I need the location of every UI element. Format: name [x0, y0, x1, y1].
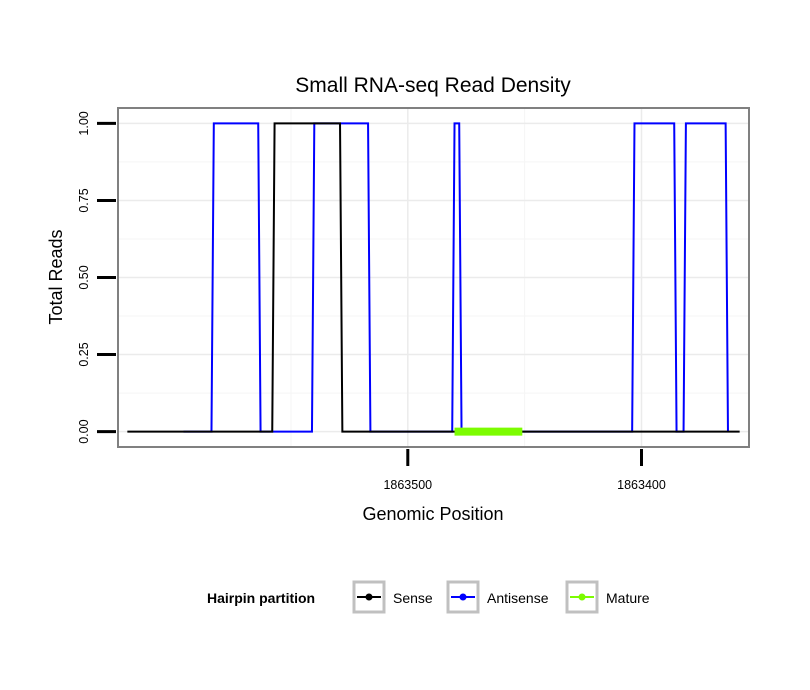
- y-tick-label: 0.25: [77, 342, 91, 366]
- series-lines: [127, 122, 740, 436]
- plot-panel-border: [117, 107, 750, 448]
- y-tick-label: 0.50: [77, 265, 91, 289]
- legend-label-sense: Sense: [393, 590, 433, 606]
- y-tick-label: 0.75: [77, 188, 91, 212]
- legend-item-sense: Sense: [352, 580, 433, 614]
- y-tick-label: 0.00: [77, 419, 91, 443]
- y-axis-title: Total Reads: [46, 229, 66, 324]
- legend-item-antisense: Antisense: [446, 580, 549, 614]
- legend-label-mature: Mature: [606, 590, 650, 606]
- y-axis-ticks: 0.00 0.25 0.50 0.75 1.00: [77, 111, 116, 444]
- x-axis-ticks: 1863500 1863400: [383, 449, 666, 492]
- legend-point-mature: [578, 593, 586, 601]
- legend-item-mature: Mature: [565, 580, 650, 614]
- legend: Hairpin partition Sense Antisense Mature: [207, 580, 650, 614]
- legend-label-antisense: Antisense: [487, 590, 549, 606]
- x-tick-label: 1863500: [383, 478, 432, 492]
- legend-title: Hairpin partition: [207, 590, 315, 606]
- y-tick-label: 1.00: [77, 111, 91, 135]
- legend-point-antisense: [459, 593, 467, 601]
- legend-point-sense: [365, 593, 373, 601]
- chart-title: Small RNA-seq Read Density: [295, 74, 571, 97]
- x-tick-label: 1863400: [617, 478, 666, 492]
- series-sense-line: [127, 122, 740, 433]
- x-axis-title: Genomic Position: [362, 504, 503, 524]
